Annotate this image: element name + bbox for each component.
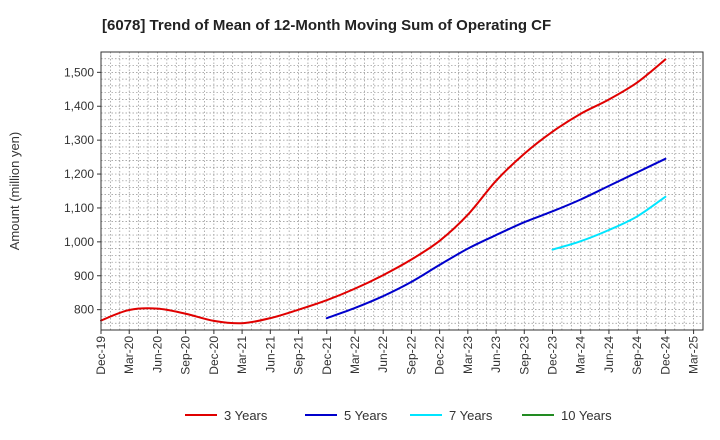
x-tick-label: Sep-24 — [630, 336, 644, 375]
x-tick-label: Dec-24 — [658, 336, 672, 375]
y-tick-label: 1,100 — [64, 201, 94, 215]
y-tick-label: 900 — [74, 269, 94, 283]
x-tick-label: Mar-21 — [235, 336, 249, 374]
series-line-7-years — [551, 195, 667, 251]
y-tick-label: 1,500 — [64, 65, 94, 79]
x-tick-label: Mar-25 — [687, 336, 701, 374]
legend-label-7-years: 7 Years — [449, 408, 493, 423]
x-tick-label: Jun-23 — [489, 336, 503, 373]
x-tick-label: Mar-23 — [461, 336, 475, 374]
x-tick-label: Sep-21 — [292, 336, 306, 375]
series-layer — [100, 58, 667, 325]
x-tick-label: Dec-23 — [546, 336, 560, 375]
grid — [101, 52, 703, 330]
y-tick-label: 800 — [74, 303, 94, 317]
x-tick-label: Mar-22 — [348, 336, 362, 374]
y-tick-label: 1,400 — [64, 99, 94, 113]
series-line-5-years — [325, 157, 667, 320]
x-tick-label: Jun-22 — [376, 336, 390, 373]
y-tick-label: 1,200 — [64, 167, 94, 181]
x-tick-label: Mar-24 — [574, 336, 588, 374]
plot-background — [101, 52, 703, 330]
legend-label-5-years: 5 Years — [344, 408, 388, 423]
x-tick-label: Jun-21 — [263, 336, 277, 373]
x-tick-label: Sep-22 — [404, 336, 418, 375]
chart-title: [6078] Trend of Mean of 12-Month Moving … — [102, 17, 551, 34]
y-tick-label: 1,000 — [64, 235, 94, 249]
legend: 3 Years 5 Years 7 Years 10 Years — [185, 408, 612, 423]
legend-label-10-years: 10 Years — [561, 408, 612, 423]
axes: 800 900 1,000 1,100 1,200 1,300 1,400 1,500 Dec-… — [64, 51, 704, 375]
x-tick-label: Dec-19 — [94, 336, 108, 375]
x-tick-label: Mar-20 — [122, 336, 136, 374]
x-tick-label: Dec-22 — [433, 336, 447, 375]
y-axis-title: Amount (million yen) — [7, 132, 22, 251]
x-tick-label: Dec-20 — [207, 336, 221, 375]
y-tick-label: 1,300 — [64, 133, 94, 147]
x-tick-label: Dec-21 — [320, 336, 334, 375]
plot-area — [101, 52, 703, 330]
series-line-3-years — [100, 58, 667, 325]
legend-label-3-years: 3 Years — [224, 408, 268, 423]
x-tick-label: Jun-20 — [150, 336, 164, 373]
x-tick-label: Sep-20 — [179, 336, 193, 375]
plot-frame — [100, 51, 704, 331]
x-tick-label: Jun-24 — [602, 336, 616, 373]
x-tick-label: Sep-23 — [517, 336, 531, 375]
